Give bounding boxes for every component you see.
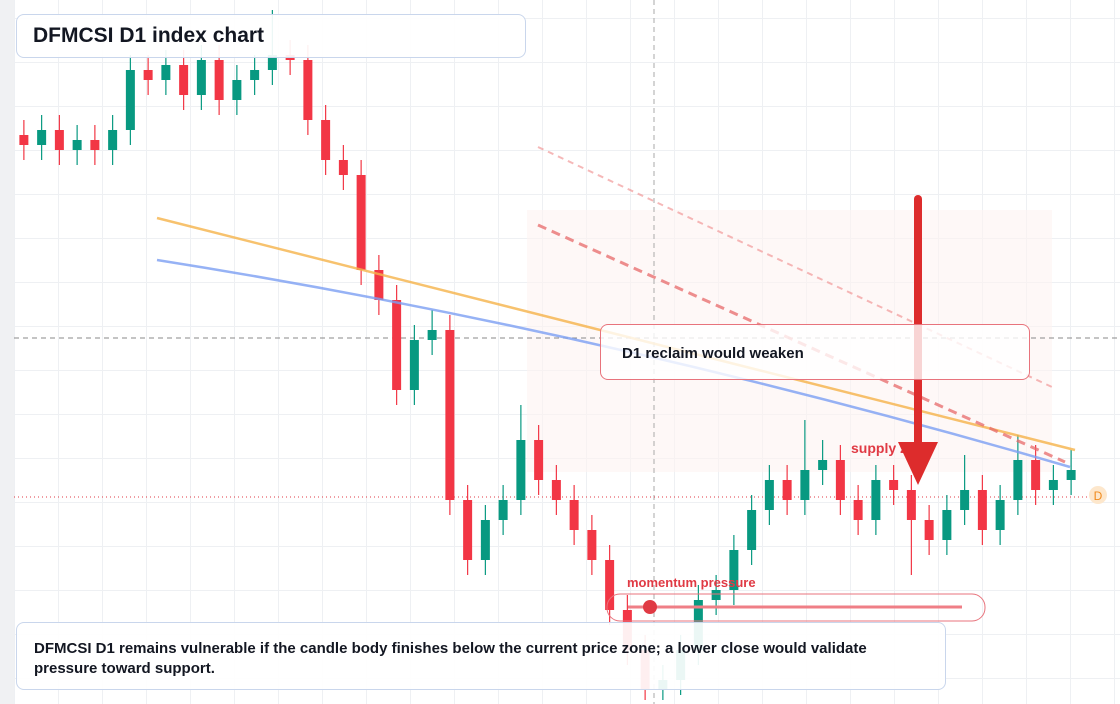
candle-body bbox=[356, 175, 366, 270]
indicator-dot bbox=[643, 600, 657, 614]
candle-body bbox=[232, 80, 242, 100]
candle-body bbox=[835, 460, 845, 500]
candle-body bbox=[800, 470, 810, 500]
candle-body bbox=[143, 70, 153, 80]
candle-body bbox=[995, 500, 1005, 530]
candle-body bbox=[711, 590, 721, 600]
candle-body bbox=[871, 480, 881, 520]
candle-body bbox=[338, 160, 348, 175]
candle-body bbox=[125, 70, 135, 130]
candle-body bbox=[214, 60, 224, 100]
candle-body bbox=[1013, 460, 1023, 500]
candle-body bbox=[906, 490, 916, 520]
candle-body bbox=[587, 530, 597, 560]
candle-body bbox=[427, 330, 437, 340]
candle-body bbox=[179, 65, 189, 95]
candle-body bbox=[818, 460, 828, 470]
candle-body bbox=[889, 480, 899, 490]
marker-label: D bbox=[1094, 489, 1103, 503]
chart-title: DFMCSI D1 index chart bbox=[16, 14, 526, 58]
candle-body bbox=[392, 300, 402, 390]
candle-body bbox=[924, 520, 934, 540]
candle-body bbox=[19, 135, 29, 145]
indicator-label: momentum pressure bbox=[627, 575, 756, 590]
candle-body bbox=[374, 270, 384, 300]
candle-body bbox=[303, 60, 313, 120]
candle-body bbox=[605, 560, 615, 610]
candle-body bbox=[108, 130, 118, 150]
candle-body bbox=[445, 330, 455, 500]
indicator-track bbox=[606, 593, 986, 622]
candle-body bbox=[764, 480, 774, 510]
candle-body bbox=[747, 510, 757, 550]
candle-body bbox=[960, 490, 970, 510]
candle-body bbox=[498, 500, 508, 520]
candle-body bbox=[569, 500, 579, 530]
arrow-head bbox=[898, 442, 938, 485]
candle-body bbox=[196, 60, 206, 95]
candle-body bbox=[534, 440, 544, 480]
candle-body bbox=[729, 550, 739, 590]
candle-body bbox=[409, 340, 419, 390]
candle-body bbox=[977, 490, 987, 530]
candle-body bbox=[1031, 460, 1041, 490]
candle-body bbox=[267, 55, 277, 70]
candle-body bbox=[1066, 470, 1076, 480]
candle-body bbox=[1048, 480, 1058, 490]
candle-body bbox=[37, 130, 47, 145]
caption: DFMCSI D1 remains vulnerable if the cand… bbox=[16, 622, 946, 690]
candle-body bbox=[321, 120, 331, 160]
candle-body bbox=[463, 500, 473, 560]
candle-body bbox=[54, 130, 64, 150]
candle-body bbox=[516, 440, 526, 500]
candle-body bbox=[90, 140, 100, 150]
candle-body bbox=[161, 65, 171, 80]
candle-body bbox=[853, 500, 863, 520]
candle-body bbox=[250, 70, 260, 80]
marker-badge bbox=[1089, 486, 1107, 504]
candle-body bbox=[72, 140, 82, 150]
candle-body bbox=[480, 520, 490, 560]
candle-body bbox=[551, 480, 561, 500]
candle-body bbox=[782, 480, 792, 500]
left-edge bbox=[0, 0, 14, 704]
candle-body bbox=[942, 510, 952, 540]
callout: D1 reclaim would weaken bbox=[600, 324, 1030, 380]
arrow-shaft bbox=[914, 195, 922, 450]
